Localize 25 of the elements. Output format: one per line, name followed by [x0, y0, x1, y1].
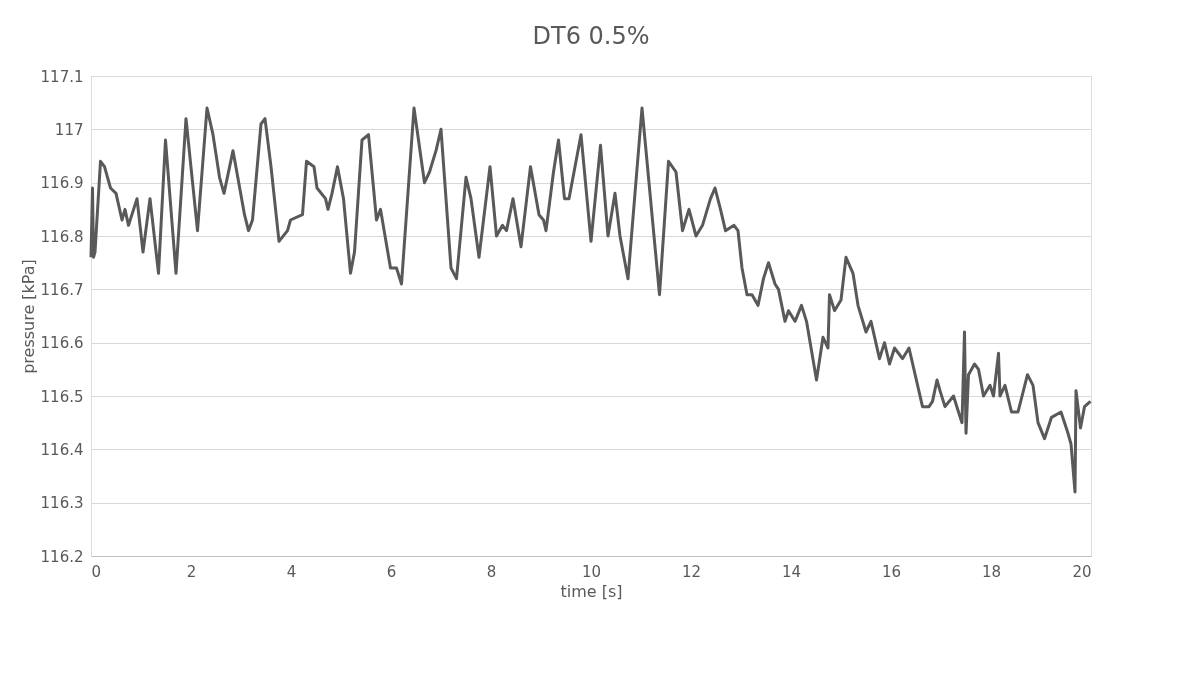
- y-tick-label: 116.9: [40, 174, 84, 193]
- x-tick-label: 0: [91, 562, 102, 581]
- chart-title: DT6 0.5%: [532, 22, 650, 50]
- y-tick-label: 116.3: [40, 494, 84, 513]
- x-tick-label: 12: [681, 562, 702, 581]
- y-tick-label: 117: [54, 120, 84, 139]
- x-tick-label: 18: [981, 562, 1002, 581]
- y-tick-label: 116.8: [40, 227, 84, 246]
- y-tick-label: 116.2: [40, 547, 84, 566]
- x-tick-label: 4: [286, 562, 297, 581]
- y-tick-label: 116.4: [40, 440, 84, 459]
- x-tick-label: 8: [486, 562, 497, 581]
- y-tick-label: 117.1: [40, 67, 84, 86]
- x-tick-label: 10: [581, 562, 602, 581]
- line-series: [89, 106, 1092, 494]
- y-axis-title: pressure [kPa]: [18, 259, 38, 374]
- x-tick-label: 2: [186, 562, 197, 581]
- x-axis-title: time [s]: [560, 581, 623, 601]
- x-tick-label: 20: [1072, 562, 1092, 581]
- x-tick-label: 16: [881, 562, 902, 581]
- y-tick-label: 116.5: [40, 387, 84, 406]
- x-tick-label: 6: [386, 562, 397, 581]
- x-tick-label: 14: [781, 562, 802, 581]
- y-tick-label: 116.6: [40, 334, 84, 353]
- y-tick-label: 116.7: [40, 280, 84, 299]
